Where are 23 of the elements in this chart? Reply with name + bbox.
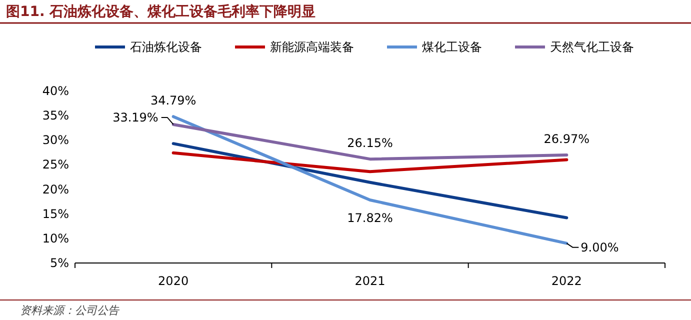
data-label: 26.15% [347, 136, 393, 150]
y-tick-label: 10% [42, 231, 69, 246]
legend-label: 煤化工设备 [422, 40, 482, 54]
x-tick-label: 2021 [354, 274, 386, 288]
data-label: 26.97% [544, 132, 590, 146]
y-tick-label: 15% [42, 206, 69, 221]
x-tick-label: 2020 [158, 274, 189, 288]
data-label: 9.00% [580, 240, 619, 254]
y-tick-label: 40% [42, 84, 69, 98]
y-tick-label: 35% [42, 108, 69, 123]
y-tick-label: 30% [42, 133, 69, 148]
legend-label: 新能源高端装备 [270, 40, 354, 54]
y-tick-label: 20% [42, 182, 69, 196]
y-tick-label: 5% [50, 256, 69, 270]
y-tick-label: 25% [42, 158, 69, 172]
data-label: 17.82% [347, 211, 393, 225]
data-label: 33.19% [112, 110, 158, 124]
legend-label: 天然气化工设备 [550, 40, 634, 54]
text: 资料来源：公司公告 [20, 304, 120, 317]
x-tick-label: 2022 [551, 274, 582, 288]
legend-label: 石油炼化设备 [130, 40, 202, 54]
data-label: 34.79% [150, 94, 196, 108]
chart-title: 图11. 石油炼化设备、煤化工设备毛利率下降明显 [6, 3, 316, 20]
